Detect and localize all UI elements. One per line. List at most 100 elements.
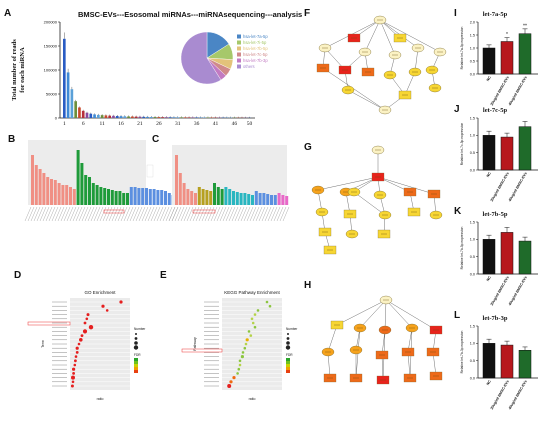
- panel-e-dot: [238, 359, 242, 363]
- panel-b-tick-label-stroke: [123, 206, 131, 222]
- panel-e-legend-color-swatch: [286, 364, 290, 367]
- panel-d-legend-size-dot: [134, 341, 138, 345]
- panel-b-tick-label-stroke: [126, 206, 134, 222]
- panel-b-bar: [160, 190, 164, 205]
- panel-letter-j: J: [454, 104, 460, 115]
- panel-c-tick-label-stroke: [216, 206, 224, 222]
- panel-b-tick-label-stroke: [57, 206, 65, 222]
- panel-d-dot: [101, 304, 105, 308]
- panel-j-ytick-label: 0.0: [470, 168, 475, 172]
- panel-k-group-label: 40ug/ml BMSC-EVs: [508, 276, 528, 307]
- panel-c-bar: [209, 191, 213, 205]
- panel-d-dot: [71, 375, 75, 380]
- panel-c-tick-label-stroke: [174, 206, 182, 222]
- panel-c-tick-label-stroke: [273, 206, 281, 222]
- panel-a-xtick-label: 36: [194, 121, 200, 127]
- panel-b-bar: [118, 191, 122, 205]
- panel-a-xtick-label: 46: [232, 121, 238, 127]
- panel-b-bar: [148, 189, 152, 205]
- panel-c-bar: [213, 183, 216, 205]
- panel-k-title: let-7b-5p: [483, 211, 508, 218]
- panel-l-group-label: NC: [486, 379, 492, 386]
- panel-b-tick-label-stroke: [39, 206, 47, 222]
- panel-c-tick-label-stroke: [171, 206, 179, 222]
- panel-f-edge: [364, 19, 381, 53]
- panel-b-tick-label-stroke: [42, 206, 50, 222]
- panel-e-dot: [240, 355, 244, 359]
- panel-b-bar: [114, 191, 118, 205]
- panel-c-bar: [262, 193, 266, 205]
- panel-c-tick-label-stroke: [207, 206, 215, 222]
- panel-b-tick-label-stroke: [75, 206, 83, 222]
- panel-a-bar: [138, 116, 142, 118]
- panel-e-dot: [250, 317, 254, 321]
- panel-d-legend-color-swatch: [134, 364, 138, 367]
- panel-c-tick-label-stroke: [225, 206, 233, 222]
- panel-b-tick-label-stroke: [111, 206, 119, 222]
- panel-b-bar: [126, 193, 129, 205]
- pie-legend-swatch: [237, 46, 241, 51]
- panel-c-bar: [277, 193, 281, 205]
- panel-b-tick-label-stroke: [102, 206, 110, 222]
- panel-d-title: GO Enrichment: [84, 290, 116, 295]
- panel-c-tick-label-stroke: [237, 206, 245, 222]
- pie-legend-swatch: [237, 40, 241, 45]
- panel-a-bar: [119, 116, 123, 118]
- panel-j-ytick-label: 0.5: [470, 151, 475, 155]
- panel-a-bar: [66, 72, 70, 118]
- panel-e-dot: [249, 334, 253, 337]
- panel-j-group-label: 20ug/ml BMSC-EVs: [490, 172, 510, 203]
- panel-d-legend-size-dot: [133, 345, 139, 350]
- panel-b-bar: [91, 183, 95, 205]
- pie-legend-swatch: [237, 64, 241, 69]
- panel-letter-g: G: [304, 142, 312, 153]
- panel-c-bar: [273, 195, 277, 205]
- panel-b-bar: [95, 185, 99, 205]
- panel-c-tick-label-stroke: [219, 206, 227, 222]
- panel-c-tick-label-stroke: [252, 206, 260, 222]
- panel-d-dot: [85, 317, 89, 321]
- panel-b-bar: [107, 189, 110, 205]
- panel-a-bar: [70, 89, 74, 118]
- panel-c-tick-label-stroke: [234, 206, 242, 222]
- panel-i-group-label: NC: [486, 75, 492, 82]
- panel-c-bar: [201, 189, 205, 205]
- panel-a-bar: [112, 115, 115, 118]
- panel-c-tick-label-stroke: [231, 206, 239, 222]
- panel-a-ylabel-1: Total number of reads: [11, 39, 18, 101]
- panel-c-bar: [194, 193, 197, 205]
- panel-h-edge: [327, 351, 331, 379]
- panel-a-ytick-label: 0: [55, 116, 58, 121]
- panel-c-tick-label-stroke: [249, 206, 257, 222]
- panel-letter-a: A: [4, 8, 12, 19]
- panel-b-bar: [167, 193, 171, 205]
- panel-b-bar: [61, 185, 65, 205]
- panel-j-bar: [482, 135, 496, 171]
- panel-b-tick-label-stroke: [99, 206, 107, 222]
- panel-a-bar: [134, 116, 138, 118]
- panel-b-tick-label-stroke: [84, 206, 92, 222]
- panel-c-tick-label-stroke: [282, 206, 290, 222]
- panel-k-ytick-label: 0.0: [470, 272, 475, 276]
- panel-i-sig: **: [523, 23, 527, 29]
- panel-b-bar: [34, 165, 38, 205]
- panel-j-bar: [518, 126, 532, 171]
- panel-l-ytick-label: 1.5: [470, 324, 475, 328]
- panel-c-bar: [254, 191, 258, 205]
- panel-d-dot: [72, 367, 76, 371]
- panel-e-ylabel: Pathway: [193, 337, 197, 351]
- panel-e-dot: [256, 309, 260, 312]
- panel-b-tick-label-stroke: [45, 206, 53, 222]
- panel-d-dot: [86, 313, 90, 317]
- panel-j-bar: [500, 136, 514, 171]
- panel-a-ytick-label: 200000: [44, 20, 58, 25]
- panel-d-dot: [119, 300, 123, 304]
- panel-i-sig: *: [506, 32, 508, 38]
- pie-legend-swatch: [237, 34, 241, 39]
- panel-k-ytick-label: 0.5: [470, 255, 475, 259]
- pie-legend-label: hsa-let-7c-5p: [243, 52, 268, 57]
- panel-letter-c: C: [152, 134, 160, 145]
- panel-a-xtick-label: 50: [247, 121, 253, 127]
- panel-b-tick-label-stroke: [69, 206, 77, 222]
- panel-b-tick-label-stroke: [141, 206, 149, 222]
